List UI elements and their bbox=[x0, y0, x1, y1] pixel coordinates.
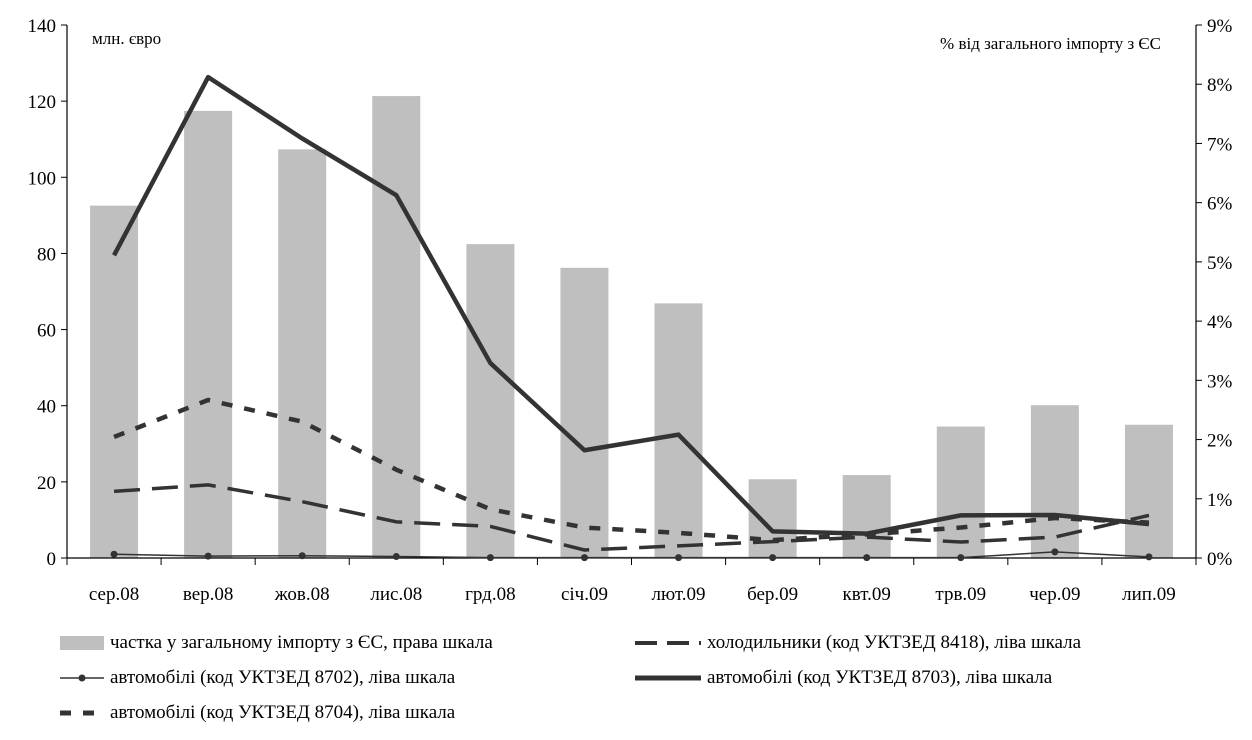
series-1-point-8 bbox=[863, 554, 871, 562]
series-1-point-0 bbox=[110, 550, 118, 558]
legend-label-share: частка у загальному імпорту з ЄС, права … bbox=[110, 632, 493, 653]
left-tick-label-5: 100 bbox=[28, 168, 57, 189]
right-tick-label-5: 5% bbox=[1207, 253, 1233, 274]
x-tick-label-3: лис.08 bbox=[370, 584, 422, 605]
legend-swatch-8703 bbox=[635, 675, 701, 681]
legend: частка у загальному імпорту з ЄС, права … bbox=[60, 626, 1250, 738]
bar-5 bbox=[560, 267, 609, 558]
bar-3 bbox=[372, 96, 421, 559]
left-axis-unit-label: млн. євро bbox=[92, 29, 161, 48]
x-tick-label-2: жов.08 bbox=[274, 584, 330, 605]
legend-item-8418: холодильники (код УКТЗЕД 8418), ліва шка… bbox=[635, 628, 1081, 658]
series-line-0 bbox=[113, 483, 1150, 552]
bar-6 bbox=[654, 303, 703, 558]
series-1-point-2 bbox=[298, 552, 306, 560]
right-tick-label-1: 1% bbox=[1207, 490, 1233, 511]
axes-layer: 0 20 40 60 80 100 120 140 0% 1% 2% 3% 4% 5% 6% 7% 8% 9% се… bbox=[28, 16, 1233, 605]
right-tick-label-0: 0% bbox=[1207, 549, 1233, 570]
left-tick-label-4: 80 bbox=[37, 244, 56, 265]
right-tick-label-2: 2% bbox=[1207, 431, 1233, 452]
series-1-point-4 bbox=[486, 554, 494, 562]
x-tick-label-5: січ.09 bbox=[561, 584, 608, 605]
legend-item-8704: автомобілі (код УКТЗЕД 8704), ліва шкала bbox=[60, 698, 455, 728]
series-1-point-3 bbox=[392, 552, 400, 560]
legend-swatch-share bbox=[60, 636, 104, 650]
legend-label-8704: автомобілі (код УКТЗЕД 8704), ліва шкала bbox=[110, 702, 456, 723]
series-1-point-1 bbox=[204, 552, 212, 560]
legend-swatch-8418 bbox=[635, 641, 701, 645]
right-axis-unit-label: % від загального імпорту з ЄС bbox=[940, 34, 1161, 53]
series-line-1 bbox=[114, 551, 1149, 559]
series-line-3 bbox=[113, 397, 1150, 543]
bar-8 bbox=[842, 475, 891, 558]
left-tick-label-3: 60 bbox=[37, 321, 56, 342]
bar-10 bbox=[1030, 405, 1079, 558]
bar-7 bbox=[748, 479, 797, 558]
series-1-point-9 bbox=[957, 554, 965, 562]
bar-11 bbox=[1124, 424, 1173, 558]
x-tick-label-6: лют.09 bbox=[652, 584, 706, 605]
right-tick-label-9: 9% bbox=[1207, 16, 1233, 37]
right-tick-label-4: 4% bbox=[1207, 312, 1233, 333]
right-tick-label-8: 8% bbox=[1207, 75, 1233, 96]
series-1-point-10 bbox=[1051, 548, 1059, 556]
lines-layer bbox=[110, 74, 1153, 562]
left-tick-label-2: 40 bbox=[37, 397, 56, 418]
legend-item-8702: автомобілі (код УКТЗЕД 8702), ліва шкала bbox=[60, 663, 455, 693]
x-tick-label-0: сер.08 bbox=[89, 584, 139, 605]
legend-item-share: частка у загальному імпорту з ЄС, права … bbox=[60, 628, 493, 658]
right-tick-label-7: 7% bbox=[1207, 134, 1233, 155]
x-tick-label-7: бер.09 bbox=[747, 584, 798, 605]
legend-item-8703: автомобілі (код УКТЗЕД 8703), ліва шкала bbox=[635, 663, 1052, 693]
left-tick-label-7: 140 bbox=[28, 16, 57, 37]
legend-label-8702: автомобілі (код УКТЗЕД 8702), ліва шкала bbox=[110, 667, 456, 688]
bars-layer bbox=[90, 96, 1173, 559]
left-tick-label-0: 0 bbox=[47, 549, 57, 570]
x-tick-label-4: грд.08 bbox=[465, 584, 515, 605]
series-1-point-11 bbox=[1145, 553, 1153, 561]
x-tick-label-10: чер.09 bbox=[1029, 584, 1080, 605]
legend-label-8418: холодильники (код УКТЗЕД 8418), ліва шка… bbox=[707, 632, 1082, 653]
x-tick-label-1: вер.08 bbox=[183, 584, 234, 605]
bar-1 bbox=[184, 110, 233, 558]
legend-swatch-8704 bbox=[60, 710, 104, 716]
legend-label-8703: автомобілі (код УКТЗЕД 8703), ліва шкала bbox=[707, 667, 1053, 688]
bar-2 bbox=[278, 149, 327, 558]
bar-9 bbox=[936, 426, 985, 558]
left-tick-label-6: 120 bbox=[28, 92, 57, 113]
x-tick-label-11: лип.09 bbox=[1122, 584, 1176, 605]
bar-0 bbox=[90, 205, 139, 558]
bar-4 bbox=[466, 244, 515, 558]
left-tick-label-1: 20 bbox=[37, 473, 56, 494]
series-1-point-6 bbox=[675, 554, 683, 562]
series-line-2 bbox=[112, 74, 1150, 536]
series-1-point-5 bbox=[580, 554, 588, 562]
chart: 0 20 40 60 80 100 120 140 0% 1% 2% 3% 4% 5% 6% 7% 8% 9% се… bbox=[28, 16, 1233, 605]
right-tick-label-3: 3% bbox=[1207, 371, 1233, 392]
series-1-point-7 bbox=[769, 554, 777, 562]
right-tick-label-6: 6% bbox=[1207, 194, 1233, 215]
legend-swatch-8702 bbox=[60, 674, 104, 682]
x-tick-label-8: квт.09 bbox=[843, 584, 891, 605]
x-tick-label-9: трв.09 bbox=[935, 584, 986, 605]
